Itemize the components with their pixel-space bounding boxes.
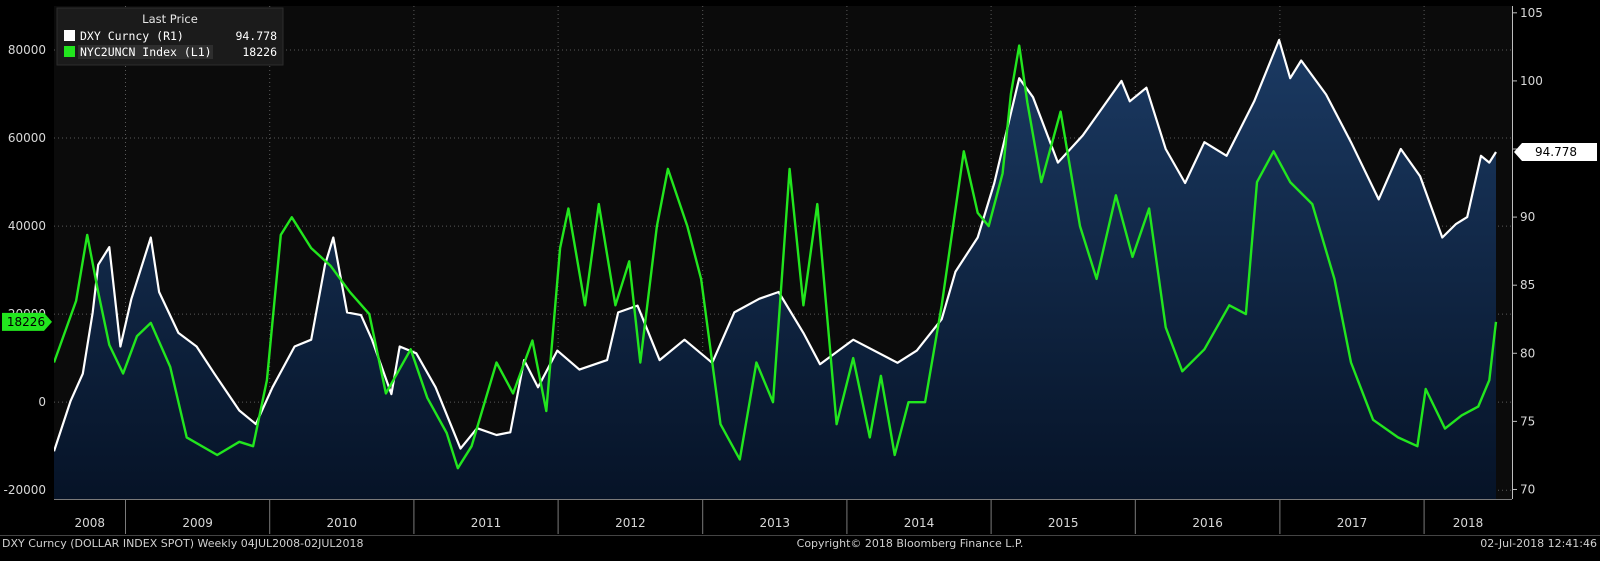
year-label: 2010	[327, 516, 358, 530]
year-label: 2017	[1337, 516, 1368, 530]
right-tick-label: 75	[1520, 414, 1535, 428]
year-label: 2012	[615, 516, 646, 530]
legend-value-dxy: 94.778	[235, 29, 277, 43]
right-tick-label: 90	[1520, 210, 1535, 224]
right-tick-label: 70	[1520, 482, 1535, 496]
dxy-line	[54, 38, 1497, 452]
left-axis: -20000020000400006000080000	[3, 43, 46, 497]
footer-center: Copyright© 2018 Bloomberg Finance L.P.	[797, 537, 1024, 550]
year-label: 2016	[1192, 516, 1223, 530]
right-badge-text: 94.778	[1535, 145, 1577, 159]
legend-swatch-dxy	[64, 30, 75, 41]
right-tick-label: 100	[1520, 74, 1543, 88]
year-label: 2013	[760, 516, 791, 530]
right-tick-label: 80	[1520, 346, 1535, 360]
x-axis: 2008 2009 2010 2011 2012 2013 2014 2015 2016 2017…	[54, 499, 1512, 534]
left-tick-label: 0	[38, 395, 46, 409]
right-value-badge: 94.778	[1514, 143, 1597, 162]
left-value-badge: 18226	[2, 312, 52, 331]
year-label: 2008	[74, 516, 105, 530]
legend-label-highlight	[78, 45, 213, 59]
legend-label-dxy: DXY Curncy (R1)	[80, 29, 184, 43]
year-label: 2015	[1048, 516, 1079, 530]
year-label: 2011	[471, 516, 502, 530]
left-badge-text: 18226	[7, 315, 45, 329]
year-label: 2018	[1453, 516, 1484, 530]
legend-swatch-nyc	[64, 46, 75, 57]
legend-value-nyc: 18226	[242, 45, 277, 59]
left-tick-label: -20000	[3, 483, 46, 497]
footer-left: DXY Curncy (DOLLAR INDEX SPOT) Weekly 04…	[2, 537, 364, 550]
year-label: 2014	[904, 516, 935, 530]
nyc-line	[54, 44, 1498, 470]
left-tick-label: 60000	[8, 131, 46, 145]
series-layer	[54, 38, 1498, 499]
legend-label-nyc: NYC2UNCN Index (L1)	[80, 45, 212, 59]
left-tick-label: 80000	[8, 43, 46, 57]
footer-right: 02-Jul-2018 12:41:46	[1480, 537, 1597, 550]
dxy-area	[54, 40, 1496, 499]
right-tick-label: 105	[1520, 6, 1543, 20]
right-tick-label: 85	[1520, 278, 1535, 292]
left-tick-label: 40000	[8, 219, 46, 233]
legend: Last Price DXY Curncy (R1) 94.778 NYC2UN…	[56, 7, 284, 66]
right-axis: 707580859095100105	[1512, 6, 1543, 499]
legend-header: Last Price	[142, 12, 198, 26]
year-label: 2009	[182, 516, 213, 530]
